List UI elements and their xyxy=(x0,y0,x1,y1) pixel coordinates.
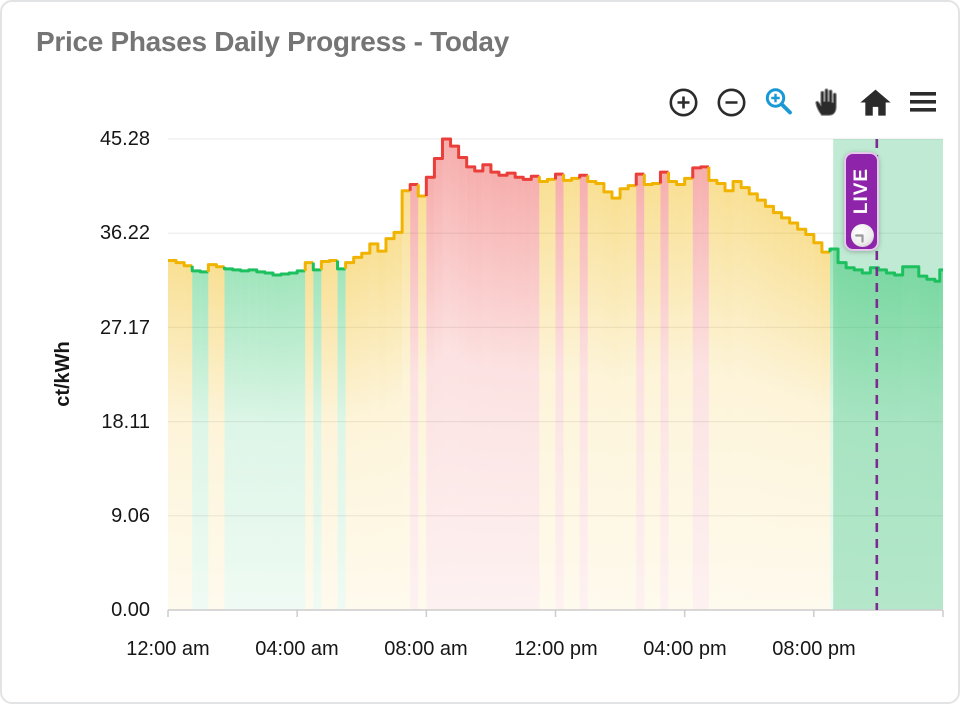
x-tick-label: 08:00 pm xyxy=(772,638,856,660)
hand-icon xyxy=(811,86,843,118)
y-axis-title: ct/kWh xyxy=(52,341,74,407)
home-icon xyxy=(859,86,892,119)
x-tick-label: 04:00 am xyxy=(255,638,339,660)
x-tick-label: 12:00 am xyxy=(126,638,210,660)
hamburger-icon xyxy=(908,88,938,116)
minus-circle-icon xyxy=(716,87,747,118)
plus-circle-icon xyxy=(668,87,699,118)
chart-title: Price Phases Daily Progress - Today xyxy=(36,26,509,57)
y-tick-label: 36.22 xyxy=(99,222,150,244)
y-tick-label: 27.17 xyxy=(99,317,150,339)
x-axis-ticks xyxy=(167,610,944,617)
x-tick-label: 12:00 pm xyxy=(514,638,598,660)
chart-toolbar xyxy=(664,84,942,120)
reset-view-button[interactable] xyxy=(856,84,894,120)
y-tick-label: 9.06 xyxy=(111,505,150,527)
pan-button[interactable] xyxy=(808,84,846,120)
box-zoom-button[interactable] xyxy=(760,84,798,120)
y-tick-label: 45.28 xyxy=(99,128,150,150)
zoom-out-button[interactable] xyxy=(712,84,750,120)
magnifier-plus-icon xyxy=(763,86,795,118)
clock-icon xyxy=(849,222,876,254)
price-area-columns xyxy=(168,139,943,611)
live-badge-label: LIVE xyxy=(851,167,872,215)
y-tick-label: 0.00 xyxy=(111,599,150,621)
x-tick-label: 04:00 pm xyxy=(643,638,727,660)
x-tick-label: 08:00 am xyxy=(384,638,468,660)
menu-button[interactable] xyxy=(904,84,942,120)
zoom-in-button[interactable] xyxy=(664,84,702,120)
price-step-line xyxy=(168,137,943,283)
y-tick-label: 18.11 xyxy=(101,411,150,433)
live-badge: LIVE xyxy=(844,152,879,251)
